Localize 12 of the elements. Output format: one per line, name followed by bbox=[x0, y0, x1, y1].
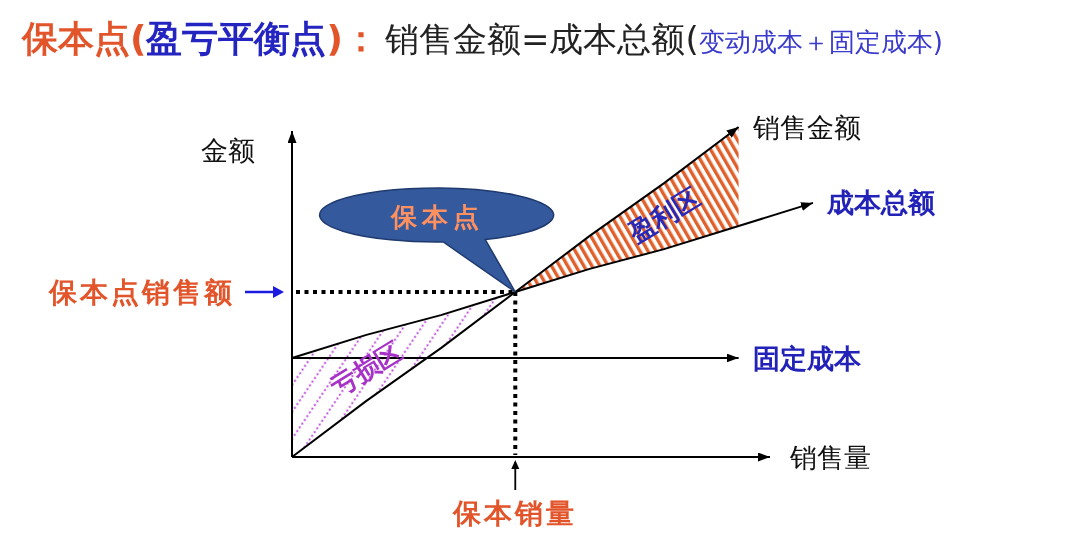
annotation: 保本点 bbox=[389, 202, 484, 232]
annotation: 亏损区 bbox=[324, 335, 408, 403]
chart-subtitle: 销售金额=成本总额(变动成本＋固定成本) bbox=[383, 19, 943, 59]
text: 保本销量 bbox=[452, 496, 578, 530]
annotation: 盈利区 bbox=[622, 182, 706, 249]
chart-title: 保本点(盈亏平衡点)： bbox=[20, 18, 379, 59]
y-axis-title: 金额 bbox=[201, 134, 255, 166]
ref-line-label: 保本点销售额 bbox=[48, 275, 235, 309]
x-axis-title: 销售量 bbox=[789, 441, 871, 473]
series-label: 销售金额 bbox=[751, 111, 861, 143]
series-label: 固定成本 bbox=[752, 342, 862, 374]
series-label: 成本总额 bbox=[826, 187, 936, 219]
